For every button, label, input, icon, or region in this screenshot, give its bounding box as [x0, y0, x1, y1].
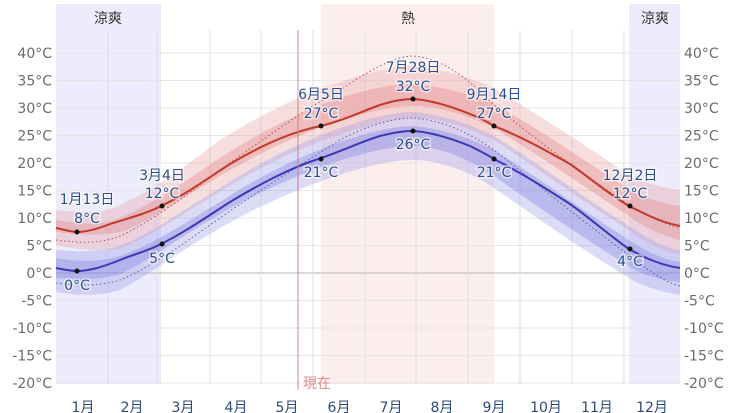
- ytick-right: 40°C: [684, 46, 719, 62]
- ann-jun5-high: 27°C: [304, 106, 339, 122]
- ytick-left: 25°C: [17, 129, 52, 145]
- high-temp-line: [55, 97, 681, 234]
- point-jun5-low: [318, 156, 324, 162]
- ytick-left: 5°C: [26, 239, 52, 255]
- point-mar4-high: [159, 203, 165, 209]
- high-temp-inner-band: [56, 84, 680, 240]
- month-label: 11月: [581, 400, 613, 413]
- ytick-right: -15°C: [684, 349, 724, 365]
- ann-jul28-high: 32°C: [396, 79, 431, 95]
- ytick-right: -5°C: [684, 294, 715, 310]
- ytick-left: -15°C: [12, 349, 52, 365]
- now-label: 現在: [303, 376, 331, 392]
- ann-dec2-high: 12°C: [613, 186, 648, 202]
- ann-dec2-date: 12月2日: [603, 168, 658, 184]
- point-jul28-high: [410, 96, 416, 102]
- ann-sep14-date: 9月14日: [467, 87, 522, 103]
- ytick-left: 30°C: [17, 101, 52, 117]
- month-label: 5月: [276, 400, 299, 413]
- ytick-left: 20°C: [17, 156, 52, 172]
- annotations: 1月13日 8°C 0°C 3月4日 12°C 5°C 6月5日 27°C 21…: [58, 59, 659, 296]
- low-temp-outer-band: [56, 112, 680, 295]
- high-temp-outer-band: [56, 66, 680, 255]
- ytick-right: 5°C: [684, 239, 710, 255]
- ytick-right: 20°C: [684, 156, 719, 172]
- ytick-left: -10°C: [12, 321, 52, 337]
- high-dotted-line: [55, 55, 681, 243]
- ytick-left: 40°C: [17, 46, 52, 62]
- ann-jul28-low: 26°C: [396, 137, 431, 153]
- month-label: 10月: [530, 400, 562, 413]
- vertical-gridlines: [107, 30, 625, 384]
- point-jan13-high: [74, 229, 80, 235]
- month-label: 3月: [172, 400, 195, 413]
- cool-season-band-right: [629, 4, 680, 384]
- ann-sep14-low: 21°C: [477, 165, 512, 181]
- ytick-left: -20°C: [12, 376, 52, 392]
- ann-jan13-low: 0°C: [64, 278, 90, 294]
- ann-jun5-date: 6月5日: [298, 87, 344, 103]
- point-jul28-low: [410, 128, 416, 134]
- month-label: 12月: [636, 400, 668, 413]
- low-temp-line: [55, 129, 681, 273]
- data-points: [74, 96, 633, 274]
- ann-jan13-high: 8°C: [74, 211, 100, 227]
- ytick-left: 10°C: [17, 211, 52, 227]
- ytick-right: 0°C: [684, 266, 710, 282]
- season-label-cool-right: 涼爽: [641, 11, 669, 27]
- point-jan13-low: [74, 268, 80, 274]
- ytick-right: 35°C: [684, 74, 719, 90]
- month-label: 6月: [328, 400, 351, 413]
- month-label: 1月: [72, 400, 95, 413]
- horizontal-gridlines: [56, 52, 680, 384]
- point-dec2-low: [627, 246, 633, 252]
- ytick-left: -5°C: [21, 294, 52, 310]
- month-label: 2月: [121, 400, 144, 413]
- hot-season-band: [321, 4, 494, 384]
- ytick-right: -10°C: [684, 321, 724, 337]
- ann-sep14-high: 27°C: [477, 106, 512, 122]
- ytick-right: -20°C: [684, 376, 724, 392]
- ytick-left: 35°C: [17, 74, 52, 90]
- ytick-right: 25°C: [684, 129, 719, 145]
- month-label: 7月: [380, 400, 403, 413]
- ytick-left: 15°C: [17, 184, 52, 200]
- ann-jun5-low: 21°C: [304, 165, 339, 181]
- month-label: 9月: [483, 400, 506, 413]
- ytick-left: 0°C: [26, 266, 52, 282]
- ytick-right: 30°C: [684, 101, 719, 117]
- low-temp-inner-band: [56, 126, 680, 282]
- x-axis: 1月 2月 3月 4月 5月 6月 7月 8月 9月 10月 11月 12月: [72, 400, 668, 413]
- y-axis-left: 40°C 35°C 30°C 25°C 20°C 15°C 10°C 5°C 0…: [12, 46, 52, 392]
- point-mar4-low: [159, 241, 165, 247]
- month-label: 8月: [431, 400, 454, 413]
- ann-mar4-high: 12°C: [145, 186, 180, 202]
- point-jun5-high: [318, 123, 324, 129]
- ann-mar4-low: 5°C: [149, 251, 175, 267]
- ytick-right: 10°C: [684, 211, 719, 227]
- point-sep14-low: [491, 156, 497, 162]
- ann-mar4-date: 3月4日: [139, 168, 185, 184]
- ann-jan13-date: 1月13日: [60, 192, 115, 208]
- season-label-hot: 熱: [401, 11, 415, 27]
- ann-dec2-low: 4°C: [617, 254, 643, 270]
- month-label: 4月: [225, 400, 248, 413]
- ytick-right: 15°C: [684, 184, 719, 200]
- point-sep14-high: [491, 123, 497, 129]
- season-label-cool-left: 涼爽: [94, 11, 122, 27]
- point-dec2-high: [627, 203, 633, 209]
- ann-jul28-date: 7月28日: [386, 60, 441, 76]
- y-axis-right: 40°C 35°C 30°C 25°C 20°C 15°C 10°C 5°C 0…: [684, 46, 724, 392]
